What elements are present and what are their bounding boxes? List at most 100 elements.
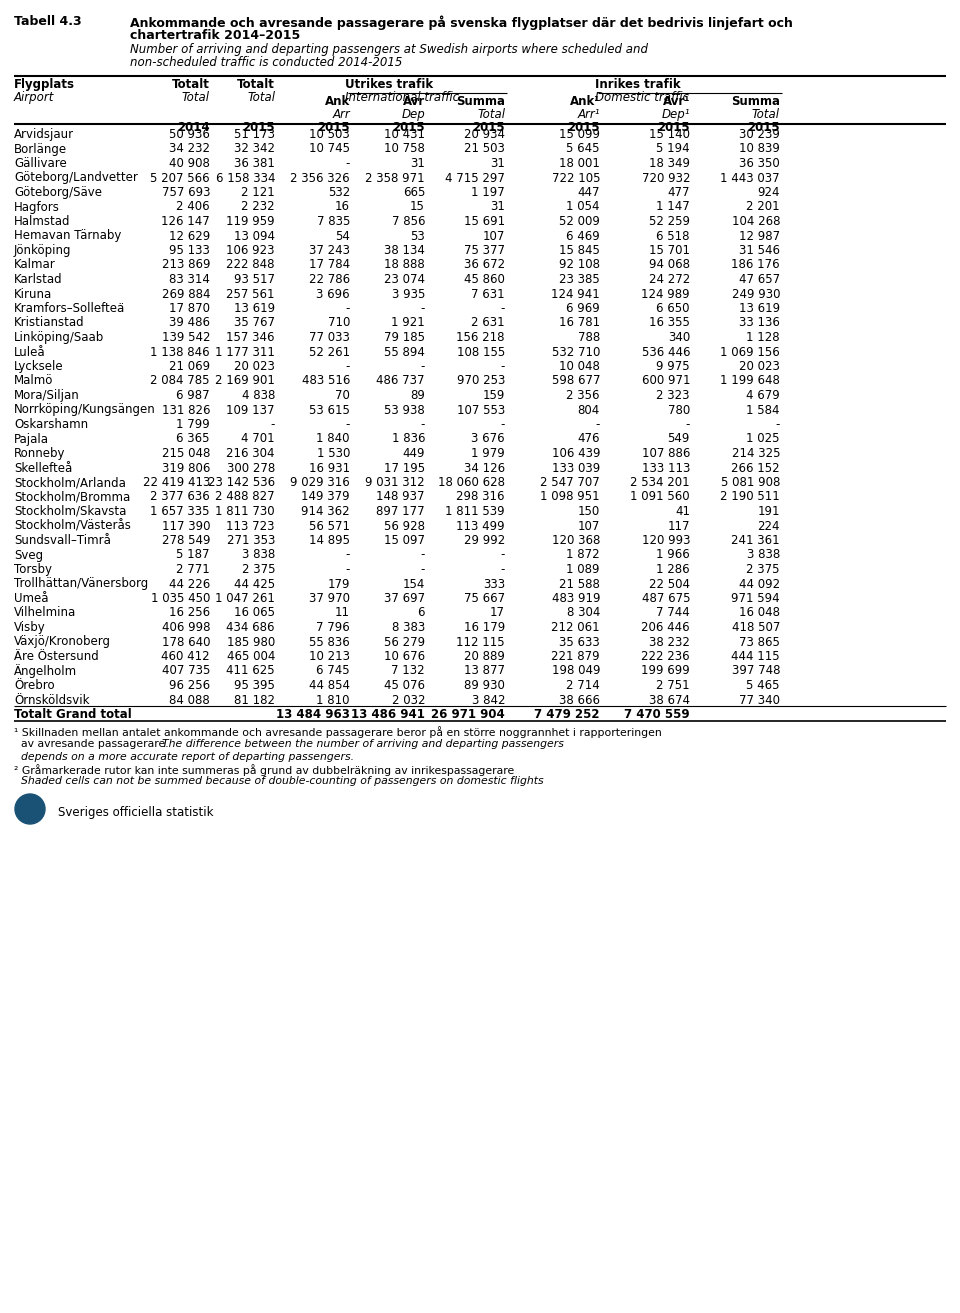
Text: 185 980: 185 980: [227, 635, 275, 649]
Text: 32 342: 32 342: [234, 143, 275, 155]
Text: 2 358 971: 2 358 971: [366, 172, 425, 185]
Text: 536 446: 536 446: [641, 345, 690, 358]
Text: 780: 780: [668, 403, 690, 416]
Text: Ronneby: Ronneby: [14, 446, 65, 460]
Text: 36 381: 36 381: [234, 158, 275, 169]
Text: 4 701: 4 701: [241, 432, 275, 445]
Text: 1 197: 1 197: [471, 186, 505, 200]
Text: 2 771: 2 771: [177, 563, 210, 576]
Text: 45 860: 45 860: [464, 273, 505, 286]
Text: 9 975: 9 975: [657, 360, 690, 373]
Text: 53: 53: [410, 230, 425, 243]
Text: 38 232: 38 232: [649, 635, 690, 649]
Text: 266 152: 266 152: [732, 461, 780, 474]
Text: 444 115: 444 115: [732, 650, 780, 663]
Text: -: -: [420, 302, 425, 315]
Text: 38 666: 38 666: [559, 693, 600, 706]
Text: 34 126: 34 126: [464, 461, 505, 474]
Text: 6 650: 6 650: [657, 302, 690, 315]
Text: International traffic: International traffic: [345, 91, 459, 104]
Text: 1 091 560: 1 091 560: [631, 491, 690, 503]
Text: 15: 15: [410, 201, 425, 214]
Text: 216 304: 216 304: [227, 446, 275, 460]
Text: 94 068: 94 068: [649, 259, 690, 272]
Text: 44 092: 44 092: [739, 578, 780, 591]
Text: Totalt Grand total: Totalt Grand total: [14, 708, 132, 721]
Text: Avr¹: Avr¹: [662, 95, 690, 108]
Text: 278 549: 278 549: [161, 534, 210, 548]
Text: 5 081 908: 5 081 908: [721, 477, 780, 488]
Text: -: -: [420, 563, 425, 576]
Text: 107 886: 107 886: [641, 446, 690, 460]
Text: Summa: Summa: [456, 95, 505, 108]
Text: 970 253: 970 253: [457, 374, 505, 387]
Text: 6: 6: [418, 607, 425, 620]
Text: 20 934: 20 934: [464, 127, 505, 140]
Text: 53 615: 53 615: [309, 403, 350, 416]
Text: 6 969: 6 969: [566, 302, 600, 315]
Text: 96 256: 96 256: [169, 679, 210, 692]
Text: 5 207 566: 5 207 566: [151, 172, 210, 185]
Text: 1 138 846: 1 138 846: [151, 345, 210, 358]
Text: 22 419 413: 22 419 413: [143, 477, 210, 488]
Text: 77 340: 77 340: [739, 693, 780, 706]
Text: 2 488 827: 2 488 827: [215, 491, 275, 503]
Text: 75 377: 75 377: [464, 244, 505, 257]
Text: 16 065: 16 065: [234, 607, 275, 620]
Text: 2 032: 2 032: [392, 693, 425, 706]
Text: 16 355: 16 355: [649, 316, 690, 330]
Text: 89: 89: [410, 389, 425, 402]
Text: 487 675: 487 675: [641, 592, 690, 605]
Text: 1 872: 1 872: [566, 549, 600, 562]
Text: non-scheduled traffic is conducted 2014-2015: non-scheduled traffic is conducted 2014-…: [130, 56, 402, 70]
Text: 2014: 2014: [178, 121, 210, 134]
Text: 199 699: 199 699: [641, 664, 690, 678]
Text: 36 672: 36 672: [464, 259, 505, 272]
Text: 1 199 648: 1 199 648: [720, 374, 780, 387]
Text: 532 710: 532 710: [552, 345, 600, 358]
Text: 44 425: 44 425: [234, 578, 275, 591]
Text: 1 069 156: 1 069 156: [720, 345, 780, 358]
Text: 24 272: 24 272: [649, 273, 690, 286]
Text: 598 677: 598 677: [551, 374, 600, 387]
Text: 6 158 334: 6 158 334: [215, 172, 275, 185]
Text: Karlstad: Karlstad: [14, 273, 62, 286]
Text: 1 054: 1 054: [566, 201, 600, 214]
Text: 418 507: 418 507: [732, 621, 780, 634]
Text: 6 469: 6 469: [566, 230, 600, 243]
Text: 2 751: 2 751: [657, 679, 690, 692]
Text: 15 140: 15 140: [649, 127, 690, 140]
Text: 298 316: 298 316: [457, 491, 505, 503]
Text: 31: 31: [410, 158, 425, 169]
Text: 15 097: 15 097: [384, 534, 425, 548]
Text: Oskarshamn: Oskarshamn: [14, 418, 88, 431]
Text: 1 286: 1 286: [657, 563, 690, 576]
Text: 124 941: 124 941: [551, 288, 600, 301]
Text: -: -: [500, 549, 505, 562]
Text: Borlänge: Borlänge: [14, 143, 67, 155]
Text: 44 226: 44 226: [169, 578, 210, 591]
Text: 7 856: 7 856: [392, 215, 425, 228]
Text: 35 633: 35 633: [560, 635, 600, 649]
Text: 1 147: 1 147: [657, 201, 690, 214]
Text: 18 060 628: 18 060 628: [438, 477, 505, 488]
Text: 2 714: 2 714: [566, 679, 600, 692]
Text: 15 701: 15 701: [649, 244, 690, 257]
Text: 2 356 326: 2 356 326: [290, 172, 350, 185]
Text: 7 796: 7 796: [316, 621, 350, 634]
Text: Dep¹: Dep¹: [661, 108, 690, 121]
Text: 93 517: 93 517: [234, 273, 275, 286]
Text: 107: 107: [483, 230, 505, 243]
Text: 257 561: 257 561: [227, 288, 275, 301]
Text: 3 935: 3 935: [392, 288, 425, 301]
Text: 549: 549: [667, 432, 690, 445]
Text: Shaded cells can not be summed because of double-counting of passengers on domes: Shaded cells can not be summed because o…: [14, 776, 543, 786]
Text: 1 530: 1 530: [317, 446, 350, 460]
Text: 23 385: 23 385: [560, 273, 600, 286]
Text: 108 155: 108 155: [457, 345, 505, 358]
Text: -: -: [420, 360, 425, 373]
Text: Örnsköldsvik: Örnsköldsvik: [14, 693, 89, 706]
Text: 897 177: 897 177: [376, 506, 425, 519]
Text: 4 838: 4 838: [242, 389, 275, 402]
Text: Visby: Visby: [14, 621, 46, 634]
